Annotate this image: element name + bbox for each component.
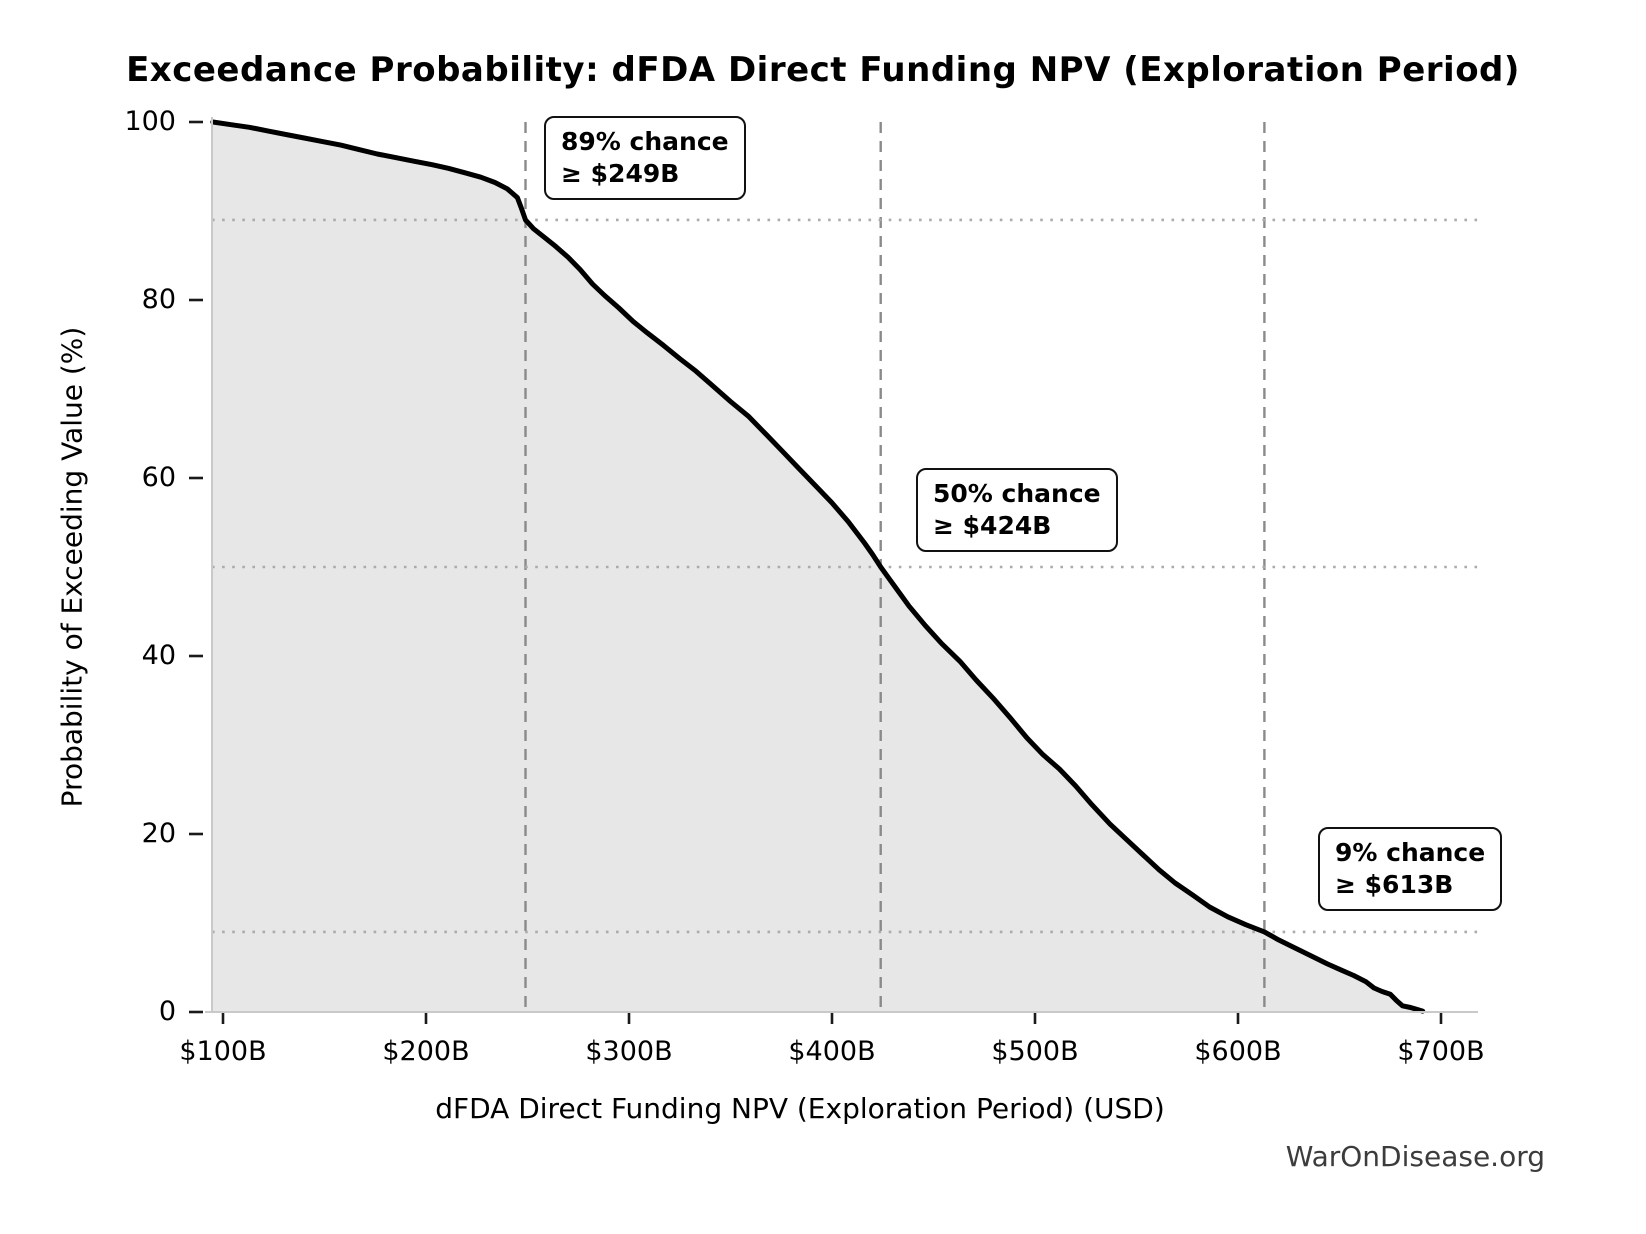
y-tick-label: 100	[124, 106, 176, 137]
x-tick-label: $500B	[991, 1036, 1079, 1067]
annotation-9pct: 9% chance ≥ $613B	[1318, 827, 1503, 911]
y-tick-label: 60	[141, 462, 176, 493]
annotation-89pct: 89% chance ≥ $249B	[544, 116, 746, 200]
annotation-line: 50% chance	[933, 479, 1101, 508]
x-tick-label: $600B	[1194, 1036, 1282, 1067]
y-axis-title: Probability of Exceeding Value (%)	[55, 326, 89, 808]
y-tick-label: 20	[141, 818, 176, 849]
x-axis-title: dFDA Direct Funding NPV (Exploration Per…	[435, 1092, 1165, 1125]
y-tick-label: 80	[141, 284, 176, 315]
x-tick-label: $100B	[179, 1036, 267, 1067]
x-tick-label: $200B	[382, 1036, 470, 1067]
chart-title: Exceedance Probability: dFDA Direct Fund…	[126, 50, 1520, 90]
y-tick-label: 0	[158, 996, 176, 1027]
annotation-line: 89% chance	[561, 127, 729, 156]
watermark-text: WarOnDisease.org	[1285, 1140, 1545, 1173]
y-tick-label: 40	[141, 640, 176, 671]
x-tick-label: $300B	[585, 1036, 673, 1067]
annotation-line: ≥ $424B	[933, 511, 1052, 540]
exceedance-curve	[210, 119, 1426, 1014]
annotation-line: ≥ $613B	[1335, 870, 1454, 899]
annotation-line: 9% chance	[1335, 838, 1486, 867]
annotation-line: ≥ $249B	[561, 159, 680, 188]
x-tick-label: $700B	[1397, 1036, 1485, 1067]
annotation-50pct: 50% chance ≥ $424B	[916, 468, 1118, 552]
area-fill	[212, 122, 1423, 1012]
tick-marks	[189, 120, 1443, 1024]
x-tick-label: $400B	[788, 1036, 876, 1067]
